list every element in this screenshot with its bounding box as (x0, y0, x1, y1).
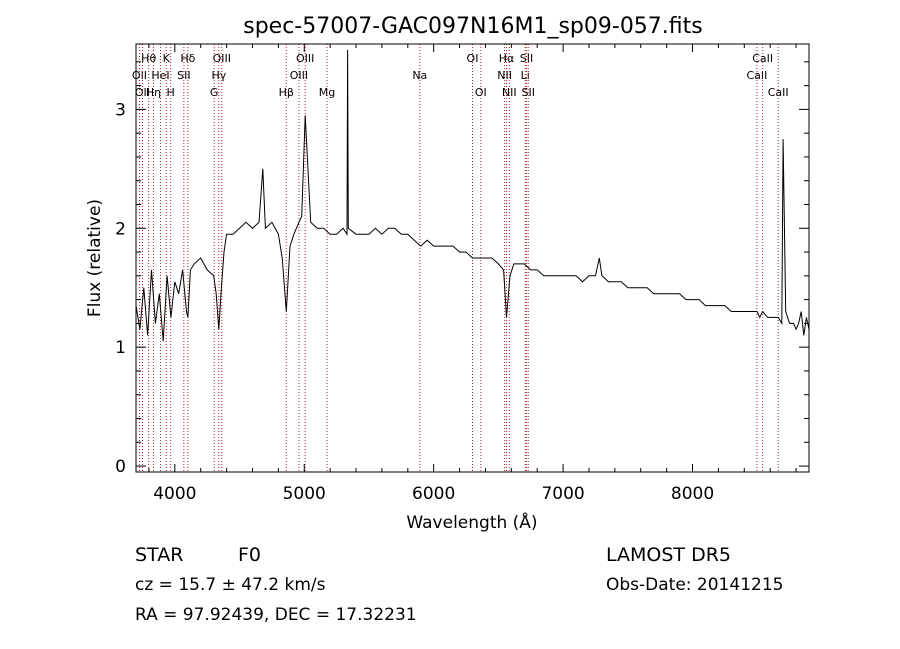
line-marker-label-10: Hγ (211, 69, 226, 82)
y-axis-label: Flux (relative) (85, 199, 105, 317)
x-axis-label: Wavelength (Å) (406, 511, 537, 533)
line-marker-label-24: SII (522, 86, 535, 99)
line-marker-label-3: Hη (146, 86, 161, 99)
object-subclass: F0 (238, 544, 261, 566)
spectrum-series (135, 49, 810, 342)
line-marker-label-1: OII (135, 86, 150, 99)
survey-name: LAMOST DR5 (606, 544, 731, 566)
line-marker-label-25: CaII (747, 69, 768, 82)
observation-date: Obs-Date: 20141215 (606, 575, 783, 595)
line-marker-label-27: CaII (768, 86, 789, 99)
line-marker-label-0: OII (132, 69, 147, 82)
x-tick-label-4: 8000 (671, 484, 714, 504)
line-marker-label-15: Mg (319, 86, 335, 99)
line-marker-label-19: NII (497, 69, 512, 82)
redshift-velocity: cz = 15.7 ± 47.2 km/s (135, 575, 326, 595)
line-marker-label-18: OI (475, 86, 487, 99)
line-marker-label-17: OI (467, 52, 479, 65)
y-tick-label-3: 3 (115, 100, 126, 120)
object-class: STAR (135, 544, 183, 566)
line-marker-label-22: Li (521, 69, 530, 82)
line-marker-label-20: Hα (499, 52, 515, 65)
line-marker-label-7: SII (177, 69, 190, 82)
line-marker-label-5: K (163, 52, 171, 65)
plot-frame (135, 43, 810, 473)
line-marker-label-2: Hθ (141, 52, 156, 65)
line-marker-label-4: HeI (151, 69, 169, 82)
x-tick-label-2: 6000 (412, 484, 455, 504)
y-tick-label-1: 1 (115, 338, 126, 358)
line-marker-label-21: NII (502, 86, 517, 99)
x-tick-label-0: 4000 (153, 484, 196, 504)
line-marker-label-9: G (210, 86, 219, 99)
line-marker-label-14: OIII (296, 52, 314, 65)
line-marker-label-8: Hδ (180, 52, 195, 65)
x-axis-ticks: 4000 5000 6000 7000 8000 (148, 44, 797, 504)
line-marker-label-26: CaII (752, 52, 773, 65)
line-marker-label-16: Na (412, 69, 427, 82)
y-axis-ticks: 0 1 2 3 (115, 61, 809, 477)
x-tick-label-3: 7000 (541, 484, 584, 504)
ra-dec: RA = 97.92439, DEC = 17.32231 (135, 605, 417, 625)
line-marker-label-6: H (167, 86, 175, 99)
x-tick-label-1: 5000 (283, 484, 326, 504)
y-tick-label-0: 0 (115, 457, 126, 477)
chart-title: spec-57007-GAC097N16M1_sp09-057.fits (243, 14, 703, 39)
spectrum-line-0 (135, 49, 810, 342)
line-marker-label-12: Hβ (279, 86, 294, 99)
line-marker-label-11: OIII (213, 52, 231, 65)
y-tick-label-2: 2 (115, 219, 126, 239)
line-marker-label-13: OIII (290, 69, 308, 82)
line-markers: OIIOIIHθHηHeIKHSIIHδGHγOIIIHβOIIIOIIIMgN… (132, 44, 789, 472)
line-marker-label-23: SII (520, 52, 533, 65)
